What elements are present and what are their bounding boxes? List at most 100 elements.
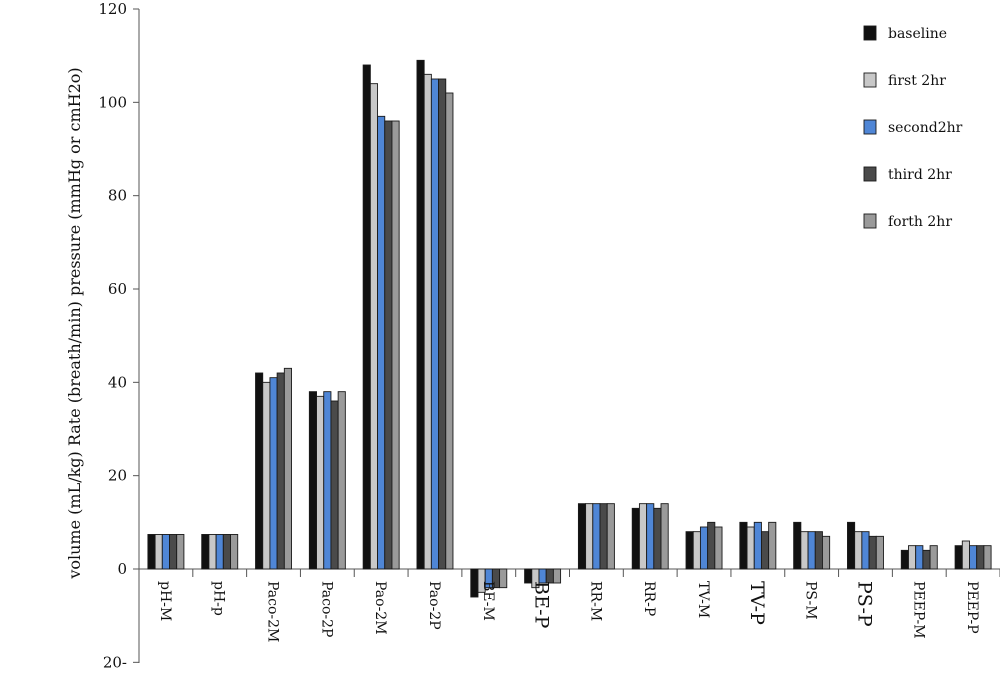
x-category-label: RR-P bbox=[641, 581, 657, 616]
bar bbox=[908, 545, 917, 570]
bar bbox=[900, 549, 909, 570]
x-category-label: BE-M bbox=[480, 581, 496, 621]
bar bbox=[215, 534, 224, 570]
bar bbox=[822, 535, 831, 570]
bar bbox=[391, 120, 400, 570]
bar bbox=[208, 534, 217, 570]
bar bbox=[269, 377, 278, 570]
x-category-label: pH-p bbox=[211, 581, 227, 616]
bar bbox=[707, 521, 716, 570]
y-tick-label: 20- bbox=[103, 653, 127, 671]
bar bbox=[976, 545, 985, 570]
bar bbox=[753, 521, 762, 570]
bar bbox=[592, 503, 601, 570]
bar bbox=[714, 526, 723, 570]
x-category-label: pH-M bbox=[157, 581, 173, 621]
bar bbox=[362, 64, 371, 570]
y-axis-label: volume (mL/kg) Rate (breath/min) pressur… bbox=[65, 67, 84, 579]
bar bbox=[638, 503, 648, 570]
x-category-label: BE-P bbox=[531, 581, 553, 629]
bar bbox=[868, 535, 877, 570]
legend-label: third 2hr bbox=[888, 167, 952, 183]
x-category-label: PEEP-M bbox=[910, 581, 926, 639]
bar bbox=[201, 534, 210, 570]
bar bbox=[276, 372, 285, 570]
bar bbox=[337, 391, 346, 570]
bar bbox=[685, 531, 694, 570]
legend-label: second2hr bbox=[888, 120, 963, 136]
x-category-label: PEEP-P bbox=[964, 581, 980, 634]
legend-swatch bbox=[863, 166, 877, 182]
bar bbox=[961, 540, 970, 570]
bar bbox=[807, 531, 816, 570]
bar bbox=[969, 545, 978, 570]
bar bbox=[430, 78, 440, 570]
bars-layer bbox=[147, 59, 992, 598]
y-tick-label: 80 bbox=[108, 187, 127, 205]
bar bbox=[552, 568, 562, 584]
bar bbox=[983, 545, 992, 570]
x-category-label: PS-P bbox=[853, 581, 875, 627]
x-category-label: RR-M bbox=[587, 581, 603, 621]
bar bbox=[847, 521, 856, 570]
legend-swatch bbox=[863, 72, 877, 88]
bar bbox=[499, 568, 508, 589]
bar bbox=[222, 534, 231, 570]
bar bbox=[176, 534, 185, 570]
x-category-label: TV-P bbox=[746, 581, 768, 625]
bar bbox=[423, 73, 432, 570]
bar bbox=[438, 78, 447, 570]
bar bbox=[861, 531, 870, 570]
legend-swatch bbox=[863, 119, 877, 135]
bar bbox=[660, 503, 669, 570]
bar bbox=[369, 83, 379, 570]
bar bbox=[692, 531, 701, 570]
x-category-label: Pao-2P bbox=[426, 581, 442, 630]
bar bbox=[653, 507, 662, 570]
bar bbox=[646, 503, 655, 570]
legend-label: first 2hr bbox=[888, 73, 946, 89]
bar bbox=[577, 503, 587, 570]
bar bbox=[954, 545, 963, 570]
bar bbox=[147, 534, 156, 570]
y-tick-label: 40 bbox=[108, 373, 127, 391]
bar bbox=[416, 59, 425, 570]
bar bbox=[746, 526, 755, 570]
bar bbox=[316, 395, 325, 570]
bar bbox=[470, 568, 479, 598]
bar bbox=[929, 545, 938, 570]
bar bbox=[262, 381, 271, 570]
bar bbox=[793, 521, 802, 570]
bar bbox=[384, 120, 393, 570]
legend: baseline first 2hr second2hr third 2hr forth… bbox=[863, 25, 963, 230]
bar bbox=[915, 545, 924, 570]
bar bbox=[760, 531, 770, 570]
bar bbox=[599, 503, 608, 570]
bar bbox=[814, 531, 823, 570]
bar bbox=[308, 391, 317, 570]
y-tick-label: 100 bbox=[98, 93, 127, 111]
legend-swatch bbox=[863, 213, 877, 229]
y-tick-label: 0 bbox=[117, 560, 127, 578]
bar bbox=[230, 534, 239, 570]
x-category-label: Pao-2M bbox=[372, 581, 388, 635]
legend-label: forth 2hr bbox=[888, 214, 952, 230]
bar bbox=[631, 507, 640, 570]
bar bbox=[283, 367, 292, 570]
x-category-label: Paco-2P bbox=[318, 581, 334, 637]
x-category-label: Paco-2M bbox=[265, 581, 281, 642]
bar bbox=[606, 503, 615, 570]
bar bbox=[169, 534, 178, 570]
bar bbox=[330, 400, 339, 570]
bar bbox=[255, 372, 264, 570]
category-labels: pH-M pH-p Paco-2M Paco-2P Pao-2M Pao-2P BE-M BE… bbox=[157, 581, 980, 642]
y-tick-label: 20 bbox=[108, 467, 127, 485]
legend-label: baseline bbox=[888, 26, 947, 42]
bar bbox=[161, 534, 170, 570]
bar bbox=[922, 549, 931, 570]
bar bbox=[154, 534, 163, 570]
bar bbox=[739, 521, 748, 570]
legend-swatch bbox=[863, 25, 877, 41]
